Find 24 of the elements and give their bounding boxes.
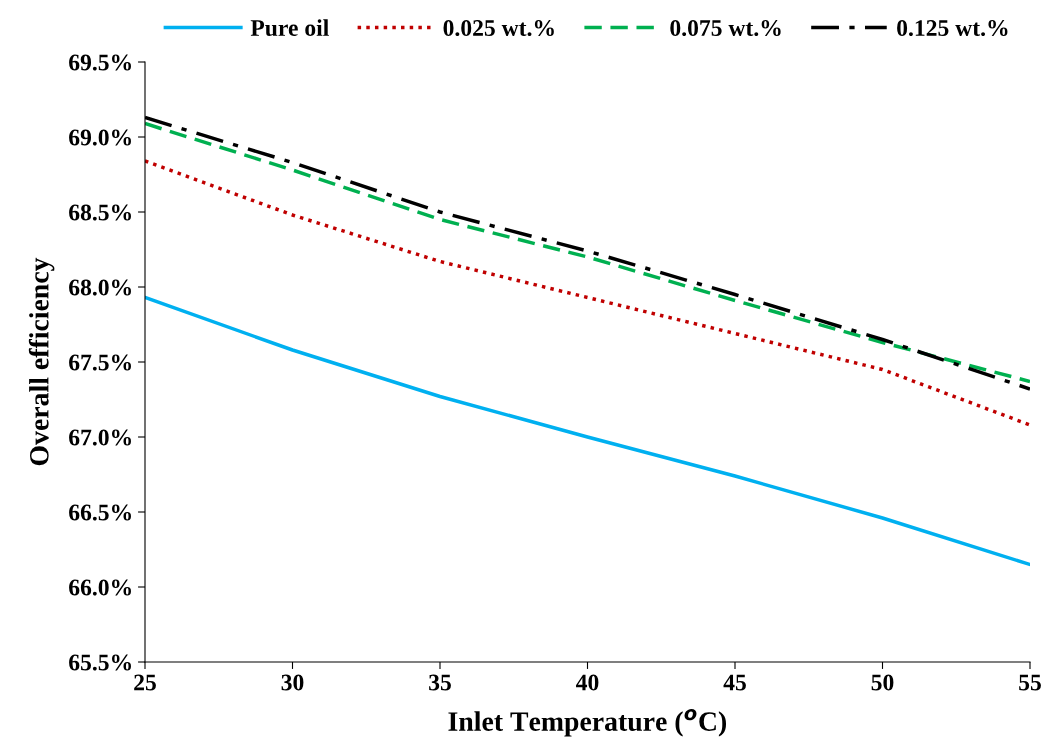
legend-label: Pure oil	[250, 19, 329, 37]
y-tick-label: 66.0%	[69, 579, 131, 596]
line-series	[145, 295, 1030, 567]
legend-label: 0.075 wt.%	[670, 20, 781, 37]
line-series	[145, 159, 1030, 427]
x-tick-label: 35	[429, 674, 451, 691]
x-tick-label: 55	[1019, 674, 1041, 691]
x-tick-label: 40	[576, 674, 599, 691]
x-tick-label: 45	[723, 674, 746, 691]
y-tick-label: 66.5%	[69, 504, 131, 521]
y-tick-label: 68.0%	[69, 279, 131, 296]
y-tick-label: 67.0%	[69, 429, 131, 446]
y-tick-label: 69.5%	[69, 54, 131, 71]
y-axis-title: Overall efficiency	[28, 257, 55, 466]
y-tick-label: 69.0%	[69, 129, 131, 146]
x-tick-label: 30	[281, 674, 304, 691]
y-tick-label: 68.5%	[69, 204, 131, 221]
y-tick-label: 65.5%	[69, 654, 131, 671]
y-tick-label: 67.5%	[69, 354, 131, 371]
legend-label: 0.025 wt.%	[443, 20, 554, 37]
x-axis-title: Inlet Temperature ($^{o}$C)	[448, 709, 727, 737]
x-tick-label: 50	[871, 674, 894, 691]
legend-label: 0.125 wt.%	[897, 20, 1008, 37]
x-tick-label: 25	[134, 674, 156, 691]
